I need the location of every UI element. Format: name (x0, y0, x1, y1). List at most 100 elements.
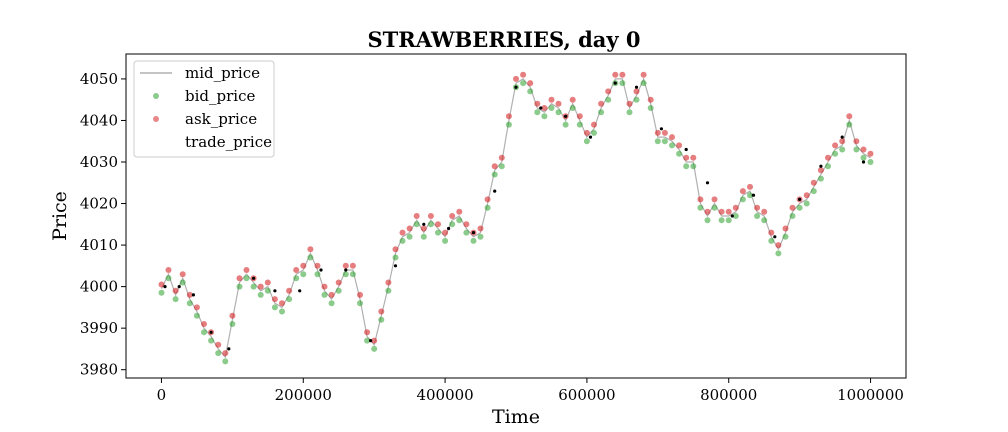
bid-point (293, 275, 300, 282)
bid-point (810, 188, 817, 195)
bid-point (236, 283, 243, 290)
ask-point (817, 167, 824, 174)
bid-point (505, 121, 512, 128)
ask-point (747, 183, 753, 190)
bid-point (179, 279, 186, 286)
bid-point (541, 113, 548, 120)
bid-point (186, 300, 193, 307)
ask-point (626, 100, 633, 107)
bid-point (520, 80, 527, 87)
bid-point (279, 308, 285, 315)
x-tick-label: 1000000 (837, 386, 904, 404)
ask-point (569, 96, 576, 103)
ask-point (725, 208, 732, 215)
bid-point (562, 121, 569, 128)
ask-point (867, 150, 874, 157)
ask-point (612, 71, 619, 78)
ask-point (775, 242, 782, 249)
bid-point (527, 88, 534, 95)
trade-point (840, 135, 844, 139)
bid-point (619, 80, 626, 87)
ask-point (420, 225, 427, 232)
bid-point (193, 312, 200, 319)
ask-point (789, 204, 796, 211)
bid-point (392, 254, 399, 261)
bid-point (796, 204, 803, 211)
bid-point (839, 146, 846, 153)
ask-point (605, 88, 612, 95)
ask-point (357, 291, 363, 298)
ask-point (860, 146, 867, 153)
ask-point (704, 208, 711, 215)
bid-point (853, 146, 860, 153)
bid-point (789, 213, 796, 219)
x-tick-label: 400000 (416, 386, 473, 404)
bid-point (158, 289, 165, 296)
ask-point (661, 129, 668, 136)
bid-point (768, 237, 775, 244)
ask-point (527, 80, 534, 87)
x-tick-label: 800000 (700, 386, 757, 404)
bid-point (208, 337, 215, 344)
bid-point (697, 204, 704, 211)
ask-point (293, 267, 300, 273)
bid-point (477, 233, 484, 240)
bid-point (378, 316, 385, 323)
bid-point (449, 221, 456, 228)
plot-marks (158, 71, 874, 365)
y-tick-label: 4020 (80, 195, 118, 213)
bid-point (718, 217, 725, 224)
trade-point (861, 160, 866, 164)
bid-point (591, 129, 597, 136)
bid-point (435, 229, 441, 236)
ask-point (413, 213, 420, 219)
ask-point (633, 88, 640, 95)
bid-point (349, 271, 356, 278)
bid-point (165, 275, 172, 282)
bid-point (342, 271, 349, 278)
y-tick-label: 3980 (80, 361, 118, 379)
bid-point (314, 271, 321, 278)
y-tick-label: 4010 (80, 236, 118, 254)
trade-point (227, 347, 231, 351)
ask-point (321, 283, 328, 290)
legend-swatch-bid-price (153, 93, 159, 99)
ask-point (286, 287, 293, 294)
ask-point (449, 213, 456, 219)
ask-point (505, 113, 512, 120)
bid-point (307, 254, 314, 261)
legend-label-bid-price: bid_price (185, 87, 255, 105)
bid-point (321, 291, 328, 298)
ask-point (697, 196, 704, 203)
bid-point (484, 204, 491, 211)
ask-point (222, 350, 229, 357)
bid-point (491, 171, 498, 178)
bid-point (357, 300, 363, 307)
bid-point (661, 138, 668, 145)
trade-point (773, 235, 777, 239)
bid-point (371, 345, 378, 352)
trade-point (273, 289, 277, 293)
bid-point (669, 142, 675, 149)
ask-point (215, 341, 222, 348)
ask-point (839, 138, 846, 145)
bid-point (463, 229, 470, 236)
trade-point (539, 106, 543, 110)
ask-point (364, 329, 371, 336)
mid-price-line (160, 77, 871, 359)
bid-point (406, 233, 413, 240)
bid-point (264, 287, 271, 294)
bid-point (442, 237, 449, 244)
legend-label-trade-price: trade_price (185, 133, 272, 151)
ask-point (782, 225, 789, 232)
ask-point (264, 279, 271, 286)
bid-point (647, 105, 654, 111)
bid-point (300, 271, 307, 278)
bid-point (690, 163, 697, 170)
bid-point (413, 221, 420, 228)
trade-point (564, 114, 568, 118)
bid-point (761, 217, 768, 224)
x-tick-label: 600000 (558, 386, 615, 404)
trade-point (613, 81, 617, 85)
